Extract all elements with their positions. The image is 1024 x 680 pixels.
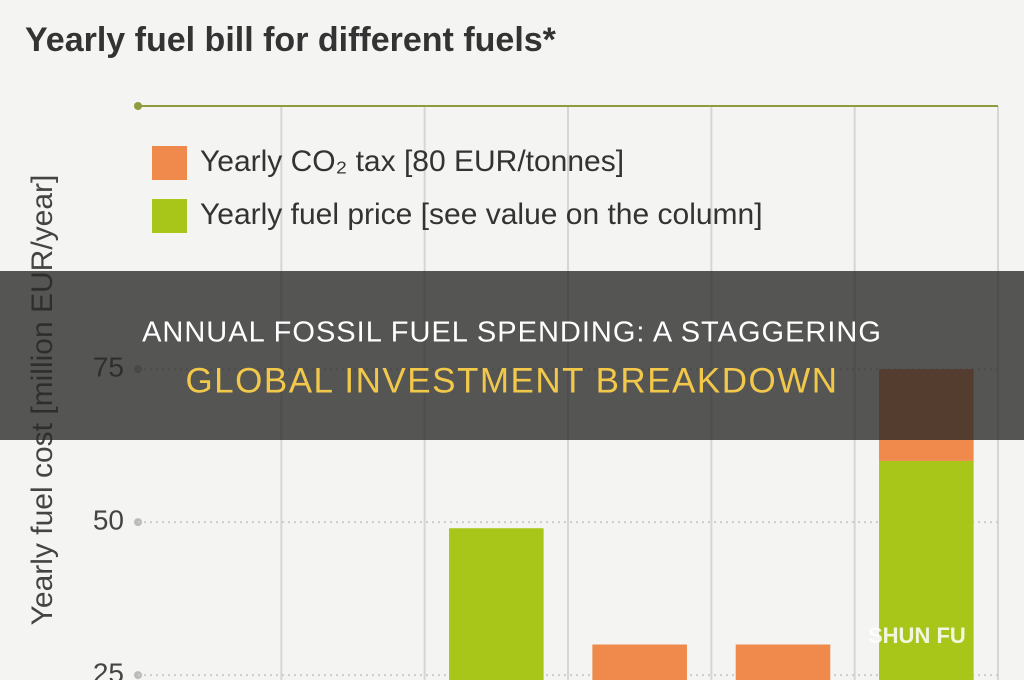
legend-label: Yearly CO₂ tax [80 EUR/tonnes] bbox=[200, 145, 624, 178]
y-tick-label: 25 bbox=[93, 657, 124, 680]
banner-line: GLOBAL INVESTMENT BREAKDOWN bbox=[185, 361, 838, 400]
bar-segment bbox=[735, 644, 831, 680]
watermark: SHUN FU bbox=[868, 623, 966, 648]
bar-segment bbox=[449, 528, 544, 680]
bar-segment bbox=[592, 644, 687, 680]
chart-title: Yearly fuel bill for different fuels* bbox=[25, 21, 557, 59]
legend-swatch bbox=[152, 199, 187, 233]
banner-background bbox=[0, 271, 1024, 440]
legend-label: Yearly fuel price [see value on the colu… bbox=[200, 198, 763, 231]
axis-dot bbox=[134, 102, 142, 110]
bar-segment bbox=[879, 460, 974, 680]
overlay: ANNUAL FOSSIL FUEL SPENDING: A STAGGERIN… bbox=[0, 271, 1024, 648]
y-tick-label: 50 bbox=[93, 505, 124, 536]
banner-line: ANNUAL FOSSIL FUEL SPENDING: A STAGGERIN… bbox=[142, 317, 882, 349]
legend-swatch bbox=[152, 146, 187, 180]
